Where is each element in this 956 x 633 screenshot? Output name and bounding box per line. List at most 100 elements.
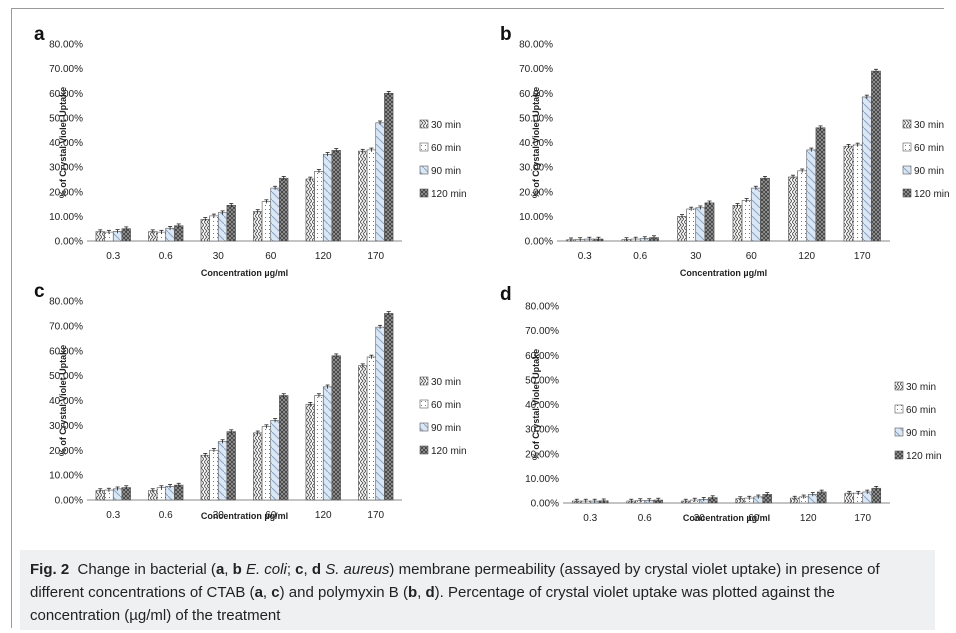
x-tick-label: 170 bbox=[367, 251, 384, 262]
bar bbox=[174, 225, 184, 242]
legend-swatch bbox=[419, 165, 429, 175]
x-tick-label: 30 bbox=[690, 251, 702, 262]
bar bbox=[871, 70, 881, 242]
panel-letter: d bbox=[500, 284, 512, 305]
y-tick-label: 70.00% bbox=[525, 326, 559, 337]
bar bbox=[226, 431, 236, 501]
bar bbox=[331, 355, 341, 501]
y-tick-label: 80.00% bbox=[49, 40, 83, 51]
legend-swatch bbox=[894, 404, 904, 414]
y-tick-label: 70.00% bbox=[519, 64, 553, 75]
y-tick-label: 20.00% bbox=[49, 187, 83, 198]
legend-swatch bbox=[894, 450, 904, 460]
legend-swatch bbox=[902, 188, 912, 198]
bar bbox=[750, 187, 761, 242]
y-tick-label: 80.00% bbox=[519, 40, 553, 51]
x-tick-label: 170 bbox=[854, 513, 871, 524]
y-axis-title: % of Crystal Violet Uptake bbox=[531, 87, 541, 198]
legend-label: 60 min bbox=[906, 405, 936, 416]
y-tick-label: 40.00% bbox=[49, 396, 83, 407]
bar bbox=[279, 395, 289, 501]
bar bbox=[314, 171, 324, 242]
x-tick-label: 0.3 bbox=[578, 251, 592, 262]
bar bbox=[322, 386, 333, 501]
y-tick-label: 70.00% bbox=[49, 64, 83, 75]
bar bbox=[797, 170, 808, 242]
bar bbox=[314, 395, 324, 501]
x-tick-label: 0.6 bbox=[159, 251, 173, 262]
x-tick-label: 120 bbox=[315, 251, 332, 262]
legend-label: 120 min bbox=[431, 446, 467, 457]
x-axis-title: Concentration µg/ml bbox=[680, 268, 767, 278]
x-tick-label: 0.3 bbox=[106, 251, 120, 262]
x-tick-label: 170 bbox=[367, 510, 384, 521]
y-tick-label: 50.00% bbox=[49, 371, 83, 382]
legend-label: 60 min bbox=[914, 143, 944, 154]
y-tick-label: 60.00% bbox=[49, 346, 83, 357]
panel-letter: b bbox=[500, 24, 512, 45]
y-tick-label: 0.00% bbox=[525, 237, 553, 248]
y-tick-label: 10.00% bbox=[49, 471, 83, 482]
chart-panel-a: a 0.00% 10.00% 20.00% 30.00% 40.00% 50.00% 60.0… bbox=[34, 24, 467, 278]
panel-letter: c bbox=[34, 281, 45, 302]
bar bbox=[366, 356, 377, 501]
y-axis-title: % of Crystal Violet Uptake bbox=[58, 87, 68, 198]
legend-swatch bbox=[902, 165, 912, 175]
bar bbox=[322, 154, 333, 242]
legend-swatch bbox=[902, 119, 912, 129]
y-tick-label: 30.00% bbox=[525, 425, 559, 436]
x-tick-label: 60 bbox=[746, 251, 758, 262]
legend-label: 120 min bbox=[431, 189, 467, 200]
x-tick-label: 60 bbox=[265, 510, 277, 521]
bar bbox=[217, 441, 228, 501]
x-tick-label: 170 bbox=[854, 251, 871, 262]
figure-caption: Fig. 2 Change in bacterial (a, b E. coli… bbox=[20, 550, 935, 630]
y-tick-label: 40.00% bbox=[519, 138, 553, 149]
x-tick-label: 30 bbox=[213, 510, 225, 521]
x-tick-label: 0.3 bbox=[106, 510, 120, 521]
x-tick-label: 30 bbox=[694, 513, 706, 524]
legend-swatch bbox=[419, 376, 429, 386]
y-tick-label: 0.00% bbox=[531, 499, 559, 510]
figure-frame bbox=[11, 8, 944, 628]
bar bbox=[375, 326, 385, 501]
legend-swatch bbox=[419, 142, 429, 152]
bar bbox=[760, 177, 770, 242]
bar bbox=[695, 207, 706, 242]
legend-swatch bbox=[902, 142, 912, 152]
bar bbox=[806, 149, 817, 242]
chart-panel-d: d 0.00% 10.00% 20.00% 30.00% 40.00% 50.00% 60.0… bbox=[500, 284, 942, 524]
legend-label: 30 min bbox=[914, 120, 944, 131]
legend-label: 30 min bbox=[431, 120, 461, 131]
bar bbox=[704, 202, 715, 242]
bar bbox=[279, 177, 289, 242]
bar bbox=[270, 187, 280, 242]
bar bbox=[788, 176, 798, 242]
x-tick-label: 120 bbox=[315, 510, 332, 521]
bar bbox=[261, 201, 272, 242]
bar bbox=[209, 215, 219, 242]
bar bbox=[121, 228, 131, 242]
bar bbox=[677, 216, 687, 242]
x-axis-title: Concentration µg/ml bbox=[201, 268, 288, 278]
bar bbox=[305, 403, 315, 501]
bar bbox=[226, 204, 236, 242]
bar bbox=[375, 122, 385, 242]
y-tick-label: 0.00% bbox=[55, 237, 83, 248]
y-tick-label: 0.00% bbox=[55, 496, 83, 507]
y-tick-label: 30.00% bbox=[49, 163, 83, 174]
x-tick-label: 60 bbox=[748, 513, 760, 524]
legend-label: 120 min bbox=[914, 189, 950, 200]
bar bbox=[384, 92, 394, 242]
bar bbox=[156, 487, 167, 501]
bar bbox=[384, 313, 394, 501]
x-axis-title: Concentration µg/ml bbox=[201, 511, 288, 521]
y-tick-label: 60.00% bbox=[525, 351, 559, 362]
bar bbox=[843, 145, 854, 242]
y-tick-label: 40.00% bbox=[49, 138, 83, 149]
bar bbox=[200, 454, 210, 501]
y-tick-label: 50.00% bbox=[525, 375, 559, 386]
bar bbox=[852, 144, 863, 242]
y-tick-label: 30.00% bbox=[519, 163, 553, 174]
y-tick-label: 30.00% bbox=[49, 421, 83, 432]
